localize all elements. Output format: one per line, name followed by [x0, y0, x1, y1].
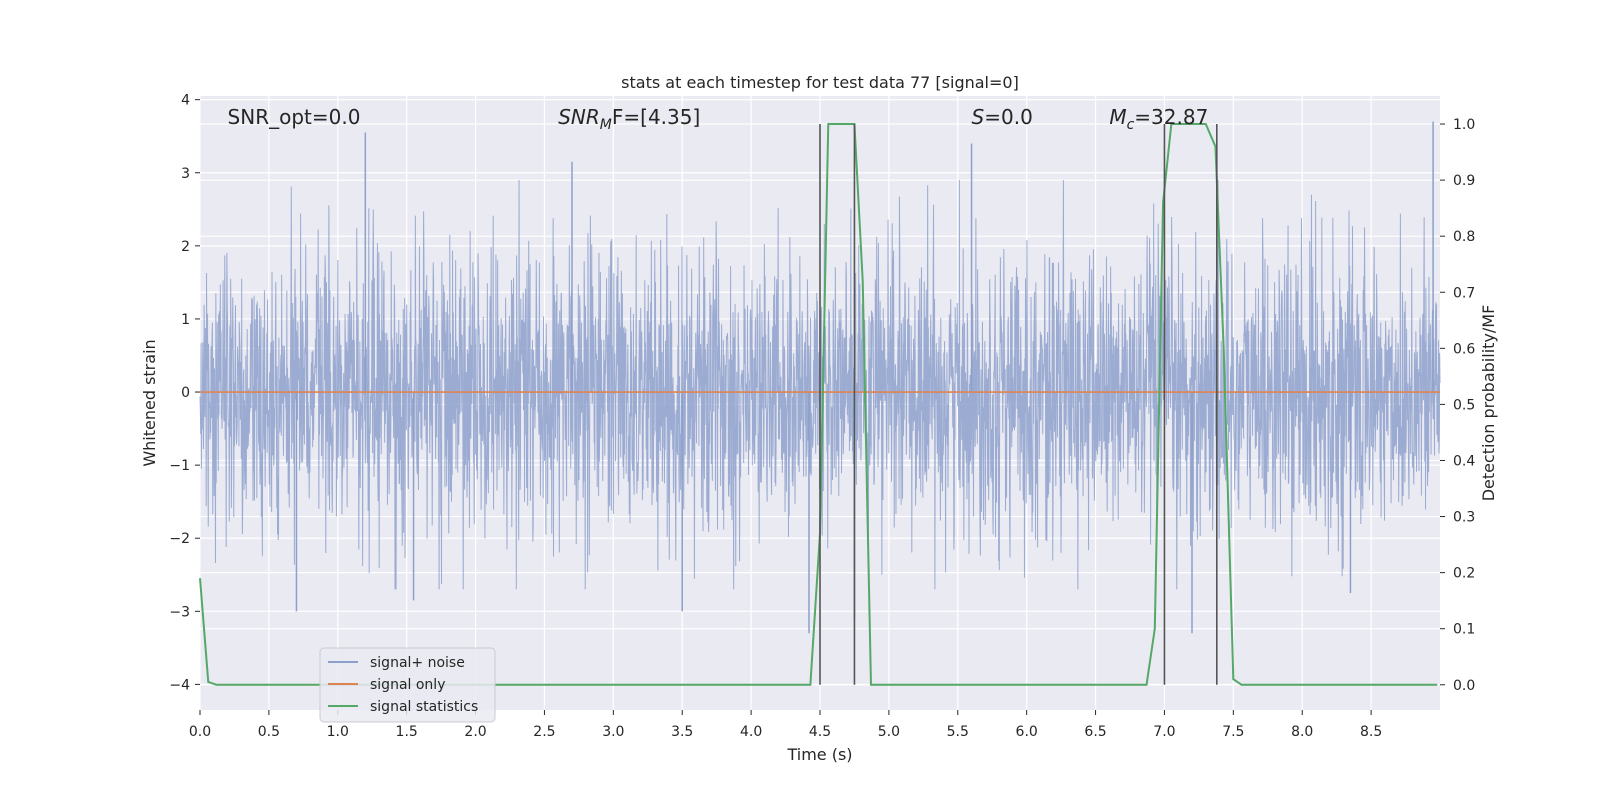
- y-right-tick-label: 0.7: [1453, 285, 1475, 301]
- x-tick-label: 8.5: [1360, 724, 1382, 740]
- y-right-tick-label: 0.4: [1453, 453, 1475, 469]
- x-tick-label: 1.0: [327, 724, 349, 740]
- y-tick-label: 3: [181, 166, 190, 182]
- y-right-tick-label: 0.1: [1453, 622, 1475, 638]
- x-tick-label: 8.0: [1291, 724, 1313, 740]
- annotation-text: SNRMF=[4.35]: [558, 105, 700, 133]
- legend: signal+ noise signal only signal statist…: [319, 647, 496, 723]
- y-axis-right-label: Detection probability/MF: [1479, 305, 1498, 502]
- legend-label-signal-noise: signal+ noise: [370, 655, 465, 671]
- annotation-text: S=0.0: [972, 105, 1033, 129]
- x-tick-label: 0.5: [258, 724, 280, 740]
- y-right-tick-label: 0.5: [1453, 397, 1475, 413]
- x-tick-label: 6.5: [1084, 724, 1106, 740]
- legend-label-signal-only: signal only: [370, 677, 445, 693]
- annotation-text: SNR_opt=0.0: [228, 105, 361, 129]
- x-tick-label: 4.0: [740, 724, 762, 740]
- annotation-tail: F=[4.35]: [612, 105, 700, 129]
- x-tick-label: 4.5: [809, 724, 831, 740]
- vertical-markers: [819, 124, 1218, 685]
- x-axis-label: Time (s): [786, 745, 852, 764]
- ticks: 0.0 0.5 1.0 1.5 2.0 2.5 3.0 3.5 4.0 4.5 5.0 5.5 6.0 6…: [169, 93, 1475, 740]
- y-tick-label: 2: [181, 239, 190, 255]
- y-right-tick-label: 1.0: [1453, 117, 1475, 133]
- y-tick-label: 0: [181, 385, 190, 401]
- y-right-tick-label: 0.3: [1453, 510, 1475, 526]
- y-tick-label: 1: [181, 312, 190, 328]
- x-tick-label: 3.0: [602, 724, 624, 740]
- x-tick-label: 2.5: [533, 724, 555, 740]
- annotation-main: SNR: [558, 105, 600, 129]
- x-tick-label: 6.0: [1016, 724, 1038, 740]
- x-tick-label: 5.0: [878, 724, 900, 740]
- y-right-tick-label: 0.6: [1453, 341, 1475, 357]
- y-axis-label: Whitened strain: [140, 339, 159, 466]
- annotation-main: M: [1109, 105, 1126, 129]
- annotation-main: SNR_opt=0.0: [228, 105, 361, 129]
- y-right-tick-label: 0.2: [1453, 566, 1475, 582]
- legend-box: [319, 647, 496, 723]
- y-right-tick-label: 0.9: [1453, 173, 1475, 189]
- y-right-tick-label: 0.0: [1453, 678, 1475, 694]
- annotation-tail: =32.87: [1134, 105, 1208, 129]
- x-tick-label: 2.0: [464, 724, 486, 740]
- annotation-tail: =0.0: [984, 105, 1033, 129]
- annotation-text: Mc=32.87: [1109, 105, 1208, 133]
- y-tick-label: −4: [169, 677, 190, 693]
- y-tick-label: −3: [169, 604, 190, 620]
- y-tick-label: 4: [181, 93, 190, 109]
- legend-label-signal-statistics: signal statistics: [370, 699, 478, 715]
- y-tick-label: −1: [169, 458, 190, 474]
- y-tick-label: −2: [169, 531, 190, 547]
- annotation-subscript: M: [600, 117, 612, 133]
- x-tick-label: 0.0: [189, 724, 211, 740]
- annotation-subscript: c: [1127, 117, 1135, 133]
- annotation-main: S: [972, 105, 985, 129]
- annotations: SNR_opt=0.0 SNRMF=[4.35] S=0.0 Mc=32.87: [228, 105, 1209, 133]
- x-tick-label: 5.5: [947, 724, 969, 740]
- x-tick-label: 3.5: [671, 724, 693, 740]
- x-tick-label: 7.5: [1222, 724, 1244, 740]
- x-tick-label: 1.5: [396, 724, 418, 740]
- x-tick-label: 7.0: [1153, 724, 1175, 740]
- y-right-tick-label: 0.8: [1453, 229, 1475, 245]
- chart-title: stats at each timestep for test data 77 …: [621, 73, 1019, 92]
